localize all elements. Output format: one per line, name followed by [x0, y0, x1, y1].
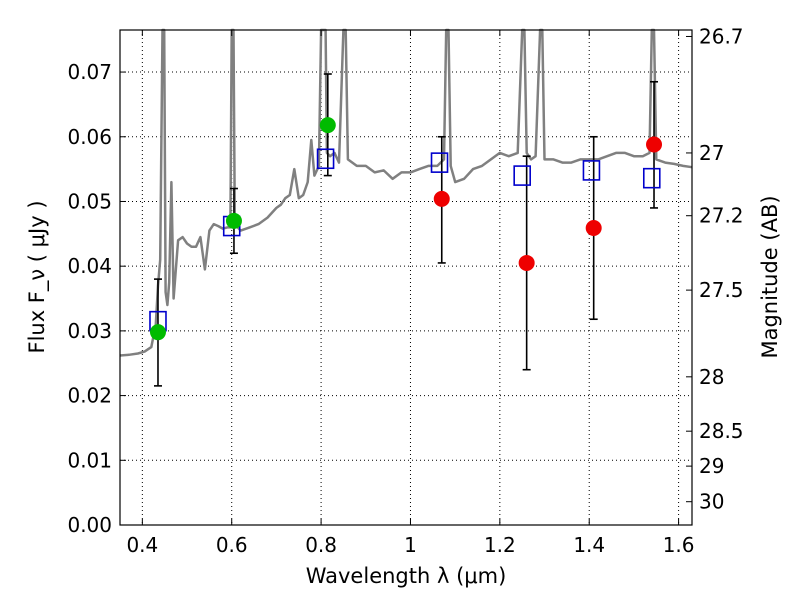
error-bars	[153, 73, 659, 387]
faint-point	[585, 220, 602, 236]
x-tick-label: 0.4	[126, 533, 158, 557]
model-band-marker	[582, 160, 601, 181]
y-tick-label: 0.05	[67, 189, 112, 213]
y-tick-label: 0.02	[67, 384, 112, 408]
model-band-markers	[149, 148, 661, 332]
grid	[120, 30, 692, 525]
magnitude-tick-label: 26.7	[699, 24, 744, 48]
model-band-marker	[642, 167, 661, 189]
x-tick-label: 1.6	[663, 533, 695, 557]
y-tick-label: 0.01	[67, 448, 112, 472]
faint-point	[518, 254, 535, 271]
model-band-marker	[513, 165, 531, 186]
magnitude-axis-ticks: 26.7 27 27.2 27.5 28 28.5 29 30	[686, 24, 744, 514]
y-tick-label: 0.00	[67, 513, 112, 537]
model-band-marker	[316, 148, 335, 170]
plot-frame	[119, 29, 693, 526]
y-axis-ticks: 0.00 0.01 0.02 0.03 0.04 0.05 0.06 0.07	[67, 60, 126, 537]
magnitude-tick-label: 28	[699, 365, 724, 389]
magnitude-axis-label: Magnitude (AB)	[758, 195, 782, 358]
y-tick-label: 0.06	[67, 125, 112, 149]
model-spectrum-line	[119, 28, 693, 357]
model-band-marker	[430, 152, 449, 173]
magnitude-tick-label: 30	[699, 490, 724, 514]
detection-point	[319, 117, 336, 134]
detection-point	[225, 212, 242, 229]
y-axis-label: Flux F_ν ( μJy )	[25, 200, 50, 353]
x-tick-label: 0.8	[305, 533, 337, 557]
y-tick-label: 0.07	[67, 60, 112, 84]
magnitude-tick-label: 29	[699, 454, 724, 478]
x-tick-label: 0.6	[216, 533, 248, 557]
y-tick-label: 0.04	[67, 254, 112, 278]
x-axis-label: Wavelength λ (μm)	[306, 564, 507, 588]
faint-points	[433, 136, 663, 271]
magnitude-tick-label: 27.2	[699, 204, 744, 228]
magnitude-tick-label: 27	[699, 141, 724, 165]
model-spectrum	[119, 28, 693, 357]
y-tick-label: 0.03	[67, 319, 112, 343]
faint-point	[646, 136, 663, 153]
x-tick-label: 1	[404, 533, 417, 557]
x-tick-label: 1.2	[484, 533, 516, 557]
faint-point	[433, 190, 450, 207]
x-axis-ticks: 0.4 0.6 0.8 1 1.2 1.4 1.6	[126, 30, 695, 557]
detection-points	[149, 117, 336, 341]
magnitude-tick-label: 28.5	[699, 419, 744, 443]
x-tick-label: 1.4	[573, 533, 605, 557]
magnitude-tick-label: 27.5	[699, 278, 744, 302]
detection-point	[149, 324, 166, 341]
